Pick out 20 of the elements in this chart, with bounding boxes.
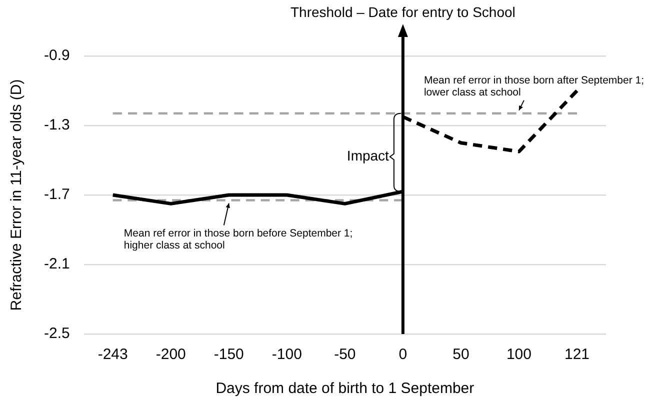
x-tick-label: -243 <box>98 346 128 364</box>
y-tick-label: -2.5 <box>44 325 70 342</box>
y-tick-label: -1.3 <box>44 116 70 134</box>
y-tick-label: -1.7 <box>44 186 70 204</box>
annotation: Mean ref error in those born after September 1; lower class at school <box>424 74 644 98</box>
x-tick-label: -50 <box>334 346 356 364</box>
x-tick-label: 121 <box>564 346 590 364</box>
ref-line-label: Threshold – Date for entry to School <box>290 4 516 20</box>
annotation: Impact <box>346 148 390 164</box>
y-axis-title: Refractive Error in 11-year olds (D) <box>8 79 26 311</box>
y-tick-label: -2.1 <box>44 256 70 273</box>
annotation: Mean ref error in those born before September 1; higher class at school <box>124 227 353 252</box>
x-tick-label: 100 <box>506 346 532 364</box>
x-tick-label: 0 <box>398 346 408 364</box>
x-tick-label: -200 <box>156 346 186 364</box>
x-axis-title: Days from date of birth to 1 September <box>216 380 474 398</box>
x-tick-label: -150 <box>214 346 244 364</box>
y-tick-label: -0.9 <box>44 47 70 64</box>
x-tick-label: -100 <box>272 346 302 364</box>
x-tick-label: 50 <box>452 346 470 364</box>
